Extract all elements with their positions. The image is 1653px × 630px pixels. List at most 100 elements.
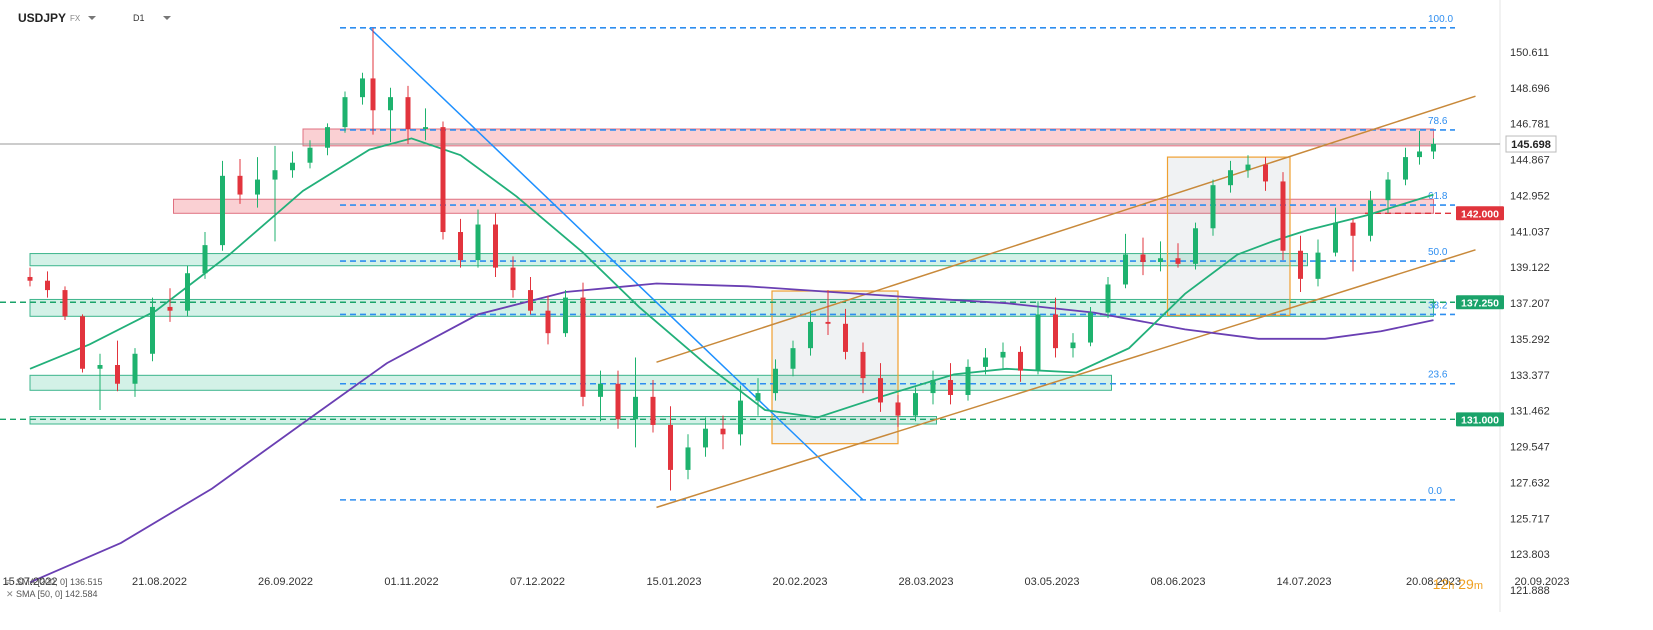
candle-body [1000,351,1006,358]
zone-green-2 [29,253,1308,267]
interval-selector[interactable]: D1 [133,10,171,26]
x-tick-label: 20.08.2023 [1406,576,1461,588]
candle-body [493,224,498,268]
candle-body [685,447,691,470]
y-tick-label: 123.803 [1510,549,1550,561]
symbol-name: USDJPY [18,11,67,25]
fib-level-label: 50.0 [1428,247,1448,258]
candles [27,27,1436,491]
legend-sma-200[interactable]: ≡ SMA [200, 0] 136.515 [6,577,103,587]
candle-body [237,175,243,195]
candle-body [1035,314,1041,371]
trend-line [368,27,864,501]
fib-level-label: 0.0 [1428,486,1442,497]
legend-label: SMA [50, 0] 142.584 [16,589,98,599]
chevron-down-icon [162,16,171,20]
candle-body [1333,222,1338,253]
last-price-badge-bg [1505,135,1557,153]
price-badge: 142.000 [1461,208,1499,220]
candle-body [342,97,348,128]
timer-hours: 12 [1432,576,1449,592]
candle-body [633,396,638,420]
y-tick-label: 148.696 [1510,83,1550,95]
y-tick-label: 125.717 [1510,513,1550,525]
close-icon: ✕ [6,589,14,599]
interval-label: D1 [133,13,145,23]
candle-body [272,170,278,180]
candle-body [843,323,848,352]
candle-body [80,316,85,369]
zone-green-4 [29,374,1112,391]
candle-body [150,306,155,354]
fib-level-label: 38.2 [1428,300,1448,311]
x-tick-label: 20.02.2023 [772,576,827,588]
price-badge: 131.000 [1461,414,1499,426]
candle-body [895,402,901,416]
x-tick-label: 01.11.2022 [384,576,438,588]
candle-body [510,267,516,291]
candle-body [965,366,971,395]
candle-body [808,321,813,349]
candle-body [27,276,33,281]
candle-body [167,306,173,311]
candle-body [580,297,586,397]
candle-body [1088,312,1093,343]
candle-body [423,127,428,130]
candle-body [703,428,708,448]
last-price-badge: 145.698 [1511,139,1551,151]
candle-body [668,424,673,470]
candle-body [1018,351,1023,371]
candle-body [62,290,68,317]
timer-h: h [1448,580,1455,592]
candle-body [545,310,551,334]
candle-body [458,232,463,261]
market-type: FX [70,13,81,23]
candle-body [773,368,778,394]
x-tick-label: 03.05.2023 [1024,576,1079,588]
candle-body [738,400,743,435]
candle-body [1140,254,1146,262]
x-tick-label: 20.09.2023 [1514,576,1569,588]
legend-sma-50[interactable]: ✕ SMA [50, 0] 142.584 [6,589,98,600]
candle-body [132,353,138,384]
x-tick-label: 15.01.2023 [646,576,701,588]
legend-label: SMA [200, 0] 136.515 [16,577,103,587]
candle-body [1175,258,1181,264]
trend-line [656,95,1476,363]
zone-red-0 [302,128,1434,147]
candle-body [202,245,208,274]
y-tick-label: 127.632 [1510,477,1550,489]
candle-body [1403,157,1408,180]
price-badge-bg [1456,412,1504,427]
candle-body [860,351,866,379]
candle-body [440,127,446,233]
candle-body [255,179,260,195]
candle-body [1070,342,1076,349]
candle-body [650,396,656,425]
candle-body [948,379,953,395]
x-tick-label: 28.03.2023 [898,576,953,588]
x-tick-label: 08.06.2023 [1150,576,1205,588]
sma-line [29,282,1434,584]
trend-line [656,249,1476,509]
symbol-selector[interactable]: USDJPY FX [18,10,97,26]
candle-body [405,97,411,130]
candle-body [1123,254,1128,285]
y-tick-label: 144.867 [1510,155,1550,167]
candle-body [755,393,761,401]
price-badge-bg [1456,206,1504,221]
candle-body [1350,222,1356,236]
candle-body [1245,164,1251,171]
y-tick-label: 142.952 [1510,190,1550,202]
bar-countdown-timer: 12h 29m [1433,576,1483,592]
timer-minutes: 29 [1458,576,1474,592]
candle-body [598,383,603,397]
x-tick-label: 07.12.2022 [510,576,565,588]
y-tick-label: 129.547 [1510,442,1550,454]
sma-line [29,137,1434,419]
candle-body [1385,179,1391,201]
fib-level-label: 100.0 [1428,14,1453,25]
candle-body [325,127,330,148]
chevron-down-icon [88,16,97,20]
